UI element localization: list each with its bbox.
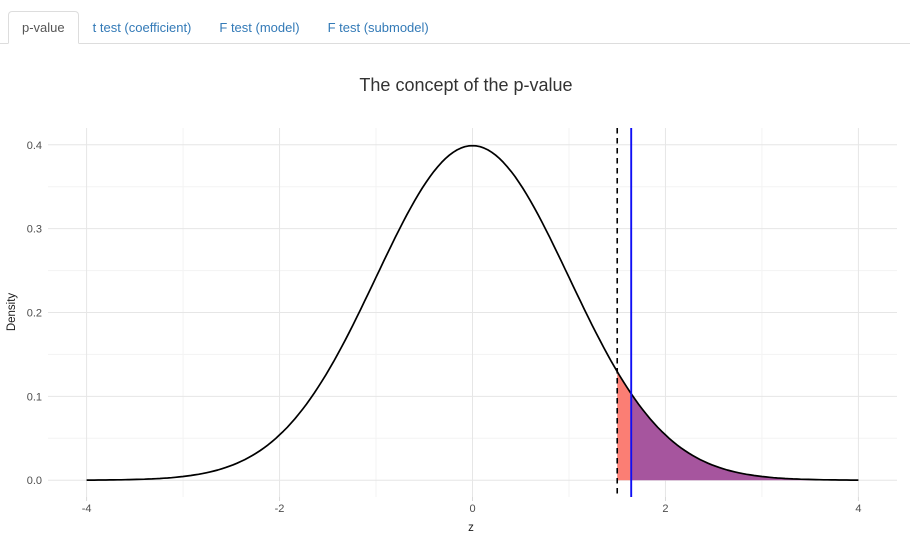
tab-bar: p-value t test (coefficient) F test (mod… [0, 0, 910, 44]
y-axis-tick-label: 0.4 [27, 140, 42, 152]
plot-layers: -4 -2 0 2 4 0.0 0.1 0.2 0.3 0.4 [27, 128, 897, 515]
rejection-area [631, 393, 859, 481]
y-axis-tick-label: 0.0 [27, 475, 42, 487]
nav-tabs: p-value t test (coefficient) F test (mod… [0, 0, 910, 44]
p-value-area [617, 371, 632, 481]
x-axis-tick-label: 2 [662, 503, 668, 515]
tab-f-test-submodel-link[interactable]: F test (submodel) [327, 20, 429, 35]
tab-f-test-model-link[interactable]: F test (model) [219, 20, 300, 35]
x-axis-tick-label: 4 [855, 503, 861, 515]
x-axis-title: z [468, 522, 474, 534]
tab-t-test-coefficient-link[interactable]: t test (coefficient) [92, 20, 192, 35]
y-axis-tick-label: 0.3 [27, 224, 42, 236]
y-axis-tick-label: 0.1 [27, 391, 42, 403]
density-curve [86, 144, 859, 481]
plot-title: The concept of the p-value [359, 75, 572, 95]
x-axis-tick-label: 0 [469, 503, 475, 515]
tab-f-test-model: F test (model) [205, 11, 313, 44]
y-axis-title: Density [6, 293, 18, 332]
x-axis-tick-label: -2 [275, 503, 285, 515]
tab-t-test-coefficient: t test (coefficient) [79, 11, 206, 44]
tab-f-test-submodel: F test (submodel) [314, 11, 443, 44]
tab-p-value: p-value [8, 11, 79, 44]
x-axis-tick-label: -4 [82, 503, 92, 515]
y-axis-tick-label: 0.2 [27, 308, 42, 320]
tab-p-value-link[interactable]: p-value [8, 11, 79, 44]
